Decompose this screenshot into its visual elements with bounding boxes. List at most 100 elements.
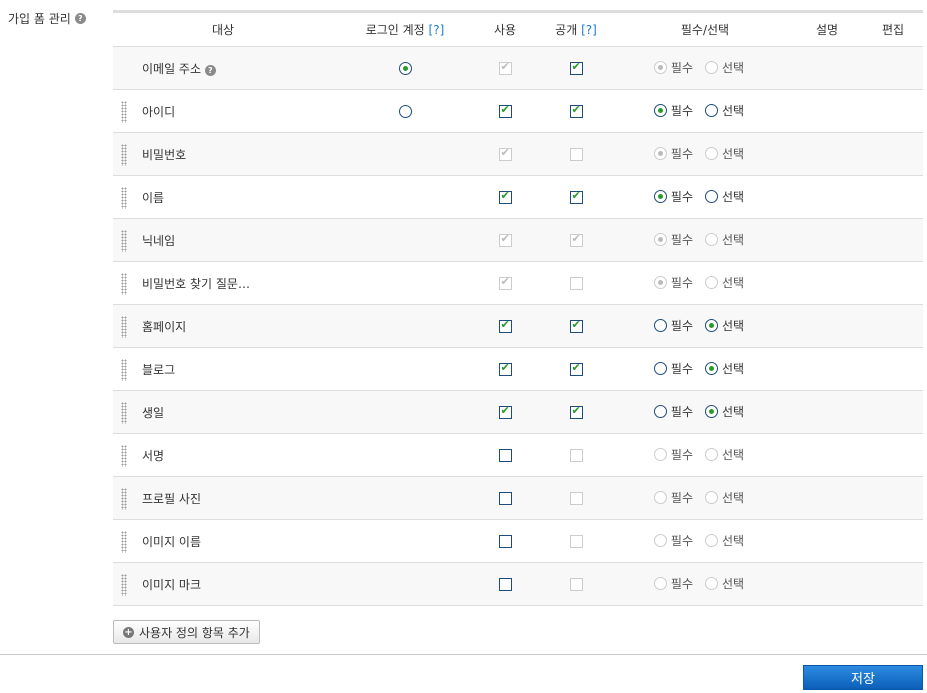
radio-optional-control[interactable]: [705, 362, 718, 375]
table-row: 이름 필수 선택: [113, 175, 923, 219]
radio-required-control[interactable]: [653, 319, 667, 332]
edit-cell: [863, 390, 923, 434]
public-checkbox[interactable]: [569, 60, 583, 75]
radio-optional[interactable]: 선택: [705, 188, 744, 205]
public-checkbox[interactable]: [569, 103, 583, 118]
drag-handle-icon[interactable]: [121, 445, 127, 467]
drag-handle-icon[interactable]: [121, 359, 127, 381]
table-row: 이미지 마크 필수 선택: [113, 562, 923, 606]
use-checkbox[interactable]: [498, 318, 512, 333]
login-account-radio[interactable]: [398, 105, 412, 118]
radio-optional-label: 선택: [722, 147, 745, 161]
drag-handle-icon[interactable]: [121, 488, 127, 510]
radio-required[interactable]: 필수: [653, 102, 693, 119]
use-checkbox[interactable]: [498, 492, 512, 505]
table-row: 생일 필수 선택: [113, 390, 923, 434]
use-checkbox[interactable]: [498, 103, 512, 118]
use-checkbox[interactable]: [498, 449, 512, 462]
use-checkbox[interactable]: [498, 361, 512, 376]
use-checkbox[interactable]: [498, 578, 512, 591]
col-public: 공개 [?]: [533, 11, 619, 47]
field-name-cell: 홈페이지: [113, 304, 333, 348]
public-help-link[interactable]: [?]: [581, 23, 597, 37]
public-checkbox: [569, 148, 583, 161]
drag-handle-icon[interactable]: [121, 402, 127, 424]
drag-handle-icon[interactable]: [121, 574, 127, 596]
radio-required[interactable]: 필수: [653, 360, 693, 377]
required-cell: 필수 선택: [619, 175, 791, 219]
login-cell: [333, 304, 477, 348]
radio-optional-label: 선택: [722, 233, 745, 247]
drag-handle-icon[interactable]: [121, 144, 127, 166]
required-cell: 필수 선택: [619, 390, 791, 434]
desc-cell: [791, 261, 863, 305]
public-cell: [533, 476, 619, 520]
radio-optional: 선택: [705, 575, 744, 592]
help-icon[interactable]: ?: [74, 13, 86, 24]
radio-optional[interactable]: 선택: [705, 403, 744, 420]
drag-handle-icon[interactable]: [121, 273, 127, 295]
drag-handle-icon[interactable]: [121, 316, 127, 338]
table-row: 홈페이지 필수 선택: [113, 304, 923, 348]
radio-required-label: 필수: [670, 577, 693, 591]
use-checkbox[interactable]: [498, 189, 512, 204]
drag-handle-icon[interactable]: [121, 187, 127, 209]
help-icon[interactable]: ?: [204, 64, 216, 76]
login-account-radio[interactable]: [398, 62, 412, 75]
public-checkbox: [569, 535, 583, 548]
radio-required-control: [653, 534, 667, 547]
radio-required-control[interactable]: [653, 362, 667, 375]
table-row: 비밀번호 찾기 질문… 필수 선택: [113, 261, 923, 305]
field-name-cell: 닉네임: [113, 218, 333, 262]
radio-optional-control[interactable]: [705, 104, 718, 117]
table-row: 블로그 필수 선택: [113, 347, 923, 391]
radio-required-control[interactable]: [653, 104, 667, 117]
radio-optional-control[interactable]: [705, 405, 718, 418]
add-custom-field-button[interactable]: + 사용자 정의 항목 추가: [113, 620, 260, 644]
desc-cell: [791, 562, 863, 606]
drag-handle-icon[interactable]: [121, 230, 127, 252]
table-header: 대상 로그인 계정 [?] 사용 공개 [?] 필수/선택 설명 편집: [113, 11, 923, 47]
radio-required-control[interactable]: [653, 190, 667, 203]
radio-required: 필수: [653, 274, 693, 291]
radio-optional[interactable]: 선택: [705, 102, 744, 119]
field-name: 이미지 이름: [142, 534, 202, 549]
field-name-cell: 프로필 사진: [113, 476, 333, 520]
use-cell: [477, 89, 533, 133]
field-name: 블로그: [142, 362, 176, 377]
public-checkbox[interactable]: [569, 404, 583, 419]
required-cell: 필수 선택: [619, 347, 791, 391]
radio-required-control: [653, 276, 667, 289]
radio-optional-label: 선택: [722, 491, 745, 505]
public-checkbox[interactable]: [569, 318, 583, 333]
radio-optional-control: [705, 448, 718, 461]
drag-handle-icon[interactable]: [121, 101, 127, 123]
public-checkbox[interactable]: [569, 361, 583, 376]
radio-required[interactable]: 필수: [653, 317, 693, 334]
use-checkbox[interactable]: [498, 404, 512, 419]
radio-optional: 선택: [705, 274, 744, 291]
use-cell: [477, 562, 533, 606]
public-cell: [533, 218, 619, 262]
field-name: 비밀번호 찾기 질문…: [142, 276, 250, 291]
radio-optional-control[interactable]: [705, 190, 718, 203]
drag-handle-icon[interactable]: [121, 531, 127, 553]
table-row: 서명 필수 선택: [113, 433, 923, 477]
public-cell: [533, 132, 619, 176]
desc-cell: [791, 347, 863, 391]
public-checkbox[interactable]: [569, 189, 583, 204]
save-button[interactable]: 저장: [803, 665, 923, 690]
radio-required[interactable]: 필수: [653, 403, 693, 420]
radio-optional-control: [705, 276, 718, 289]
radio-required-control[interactable]: [653, 405, 667, 418]
desc-cell: [791, 46, 863, 90]
desc-cell: [791, 519, 863, 563]
radio-optional[interactable]: 선택: [705, 360, 744, 377]
public-cell: [533, 519, 619, 563]
login-help-link[interactable]: [?]: [428, 23, 445, 37]
radio-optional-control[interactable]: [705, 319, 718, 332]
radio-required[interactable]: 필수: [653, 188, 693, 205]
radio-optional[interactable]: 선택: [705, 317, 744, 334]
use-checkbox[interactable]: [498, 535, 512, 548]
radio-required-control: [653, 491, 667, 504]
